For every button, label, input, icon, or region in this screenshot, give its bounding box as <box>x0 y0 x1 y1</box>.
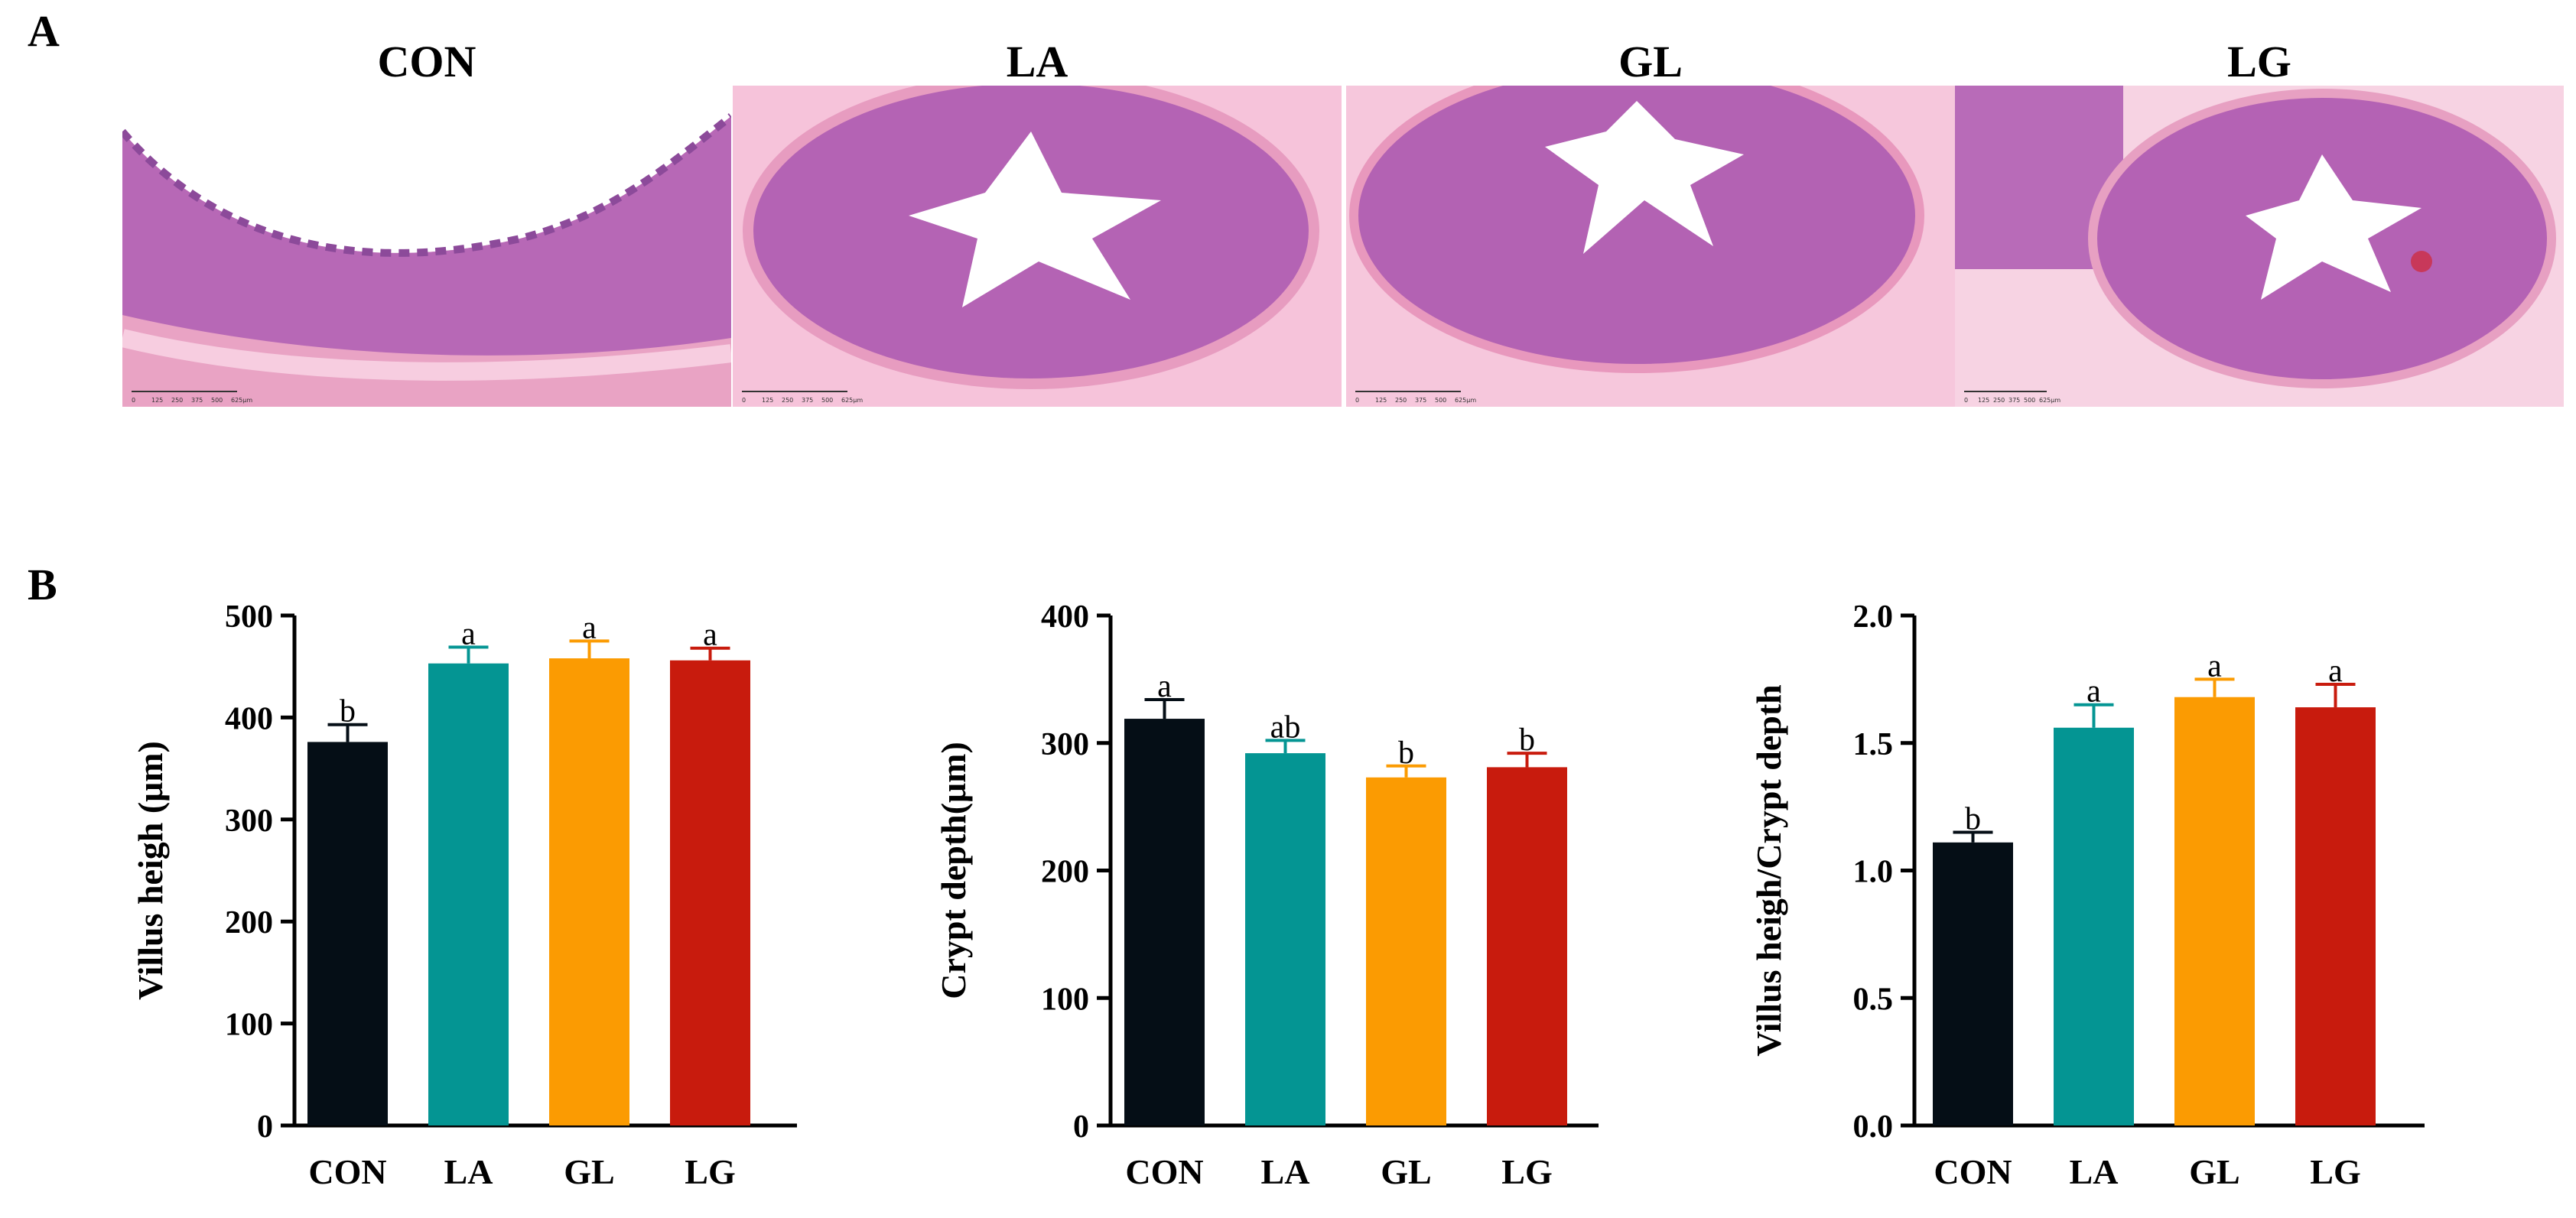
micrograph-gl: 0 125 250 375 500 625μm <box>1346 86 1955 407</box>
svg-text:125: 125 <box>1375 397 1387 404</box>
chart2-x-tick-label-gl: GL <box>1381 1152 1431 1191</box>
svg-text:375: 375 <box>802 397 813 404</box>
chart3-bar-la <box>2054 727 2134 1125</box>
svg-text:500: 500 <box>211 397 223 404</box>
chart1-y-axis-label: Villus heigh (μm) <box>131 741 170 1000</box>
chart1-significance-la: a <box>461 616 476 651</box>
chart2-x-tick-label-con: CON <box>1125 1152 1203 1191</box>
micrograph-title-la: LA <box>1006 37 1068 86</box>
svg-text:250: 250 <box>1993 397 2005 404</box>
micrograph-image-gl: 0 125 250 375 500 625μm <box>1346 86 1955 407</box>
chart1-y-tick-label: 200 <box>225 905 273 940</box>
svg-text:250: 250 <box>1395 397 1407 404</box>
svg-text:250: 250 <box>171 397 183 404</box>
chart1-x-tick-label-lg: LG <box>685 1152 735 1191</box>
svg-text:0: 0 <box>1964 397 1968 404</box>
chart2-bar-lg <box>1487 767 1567 1125</box>
svg-text:0: 0 <box>1355 397 1359 404</box>
chart2-bar-la <box>1245 753 1325 1125</box>
scale-bar: 0 125 250 375 500 625μm <box>132 391 252 404</box>
svg-text:375: 375 <box>2008 397 2020 404</box>
chart2-y-tick-label: 0 <box>1073 1109 1089 1145</box>
chart3-x-tick-label-lg: LG <box>2310 1152 2360 1191</box>
chart1-y-tick-label: 500 <box>225 599 273 635</box>
chart2-significance-gl: b <box>1398 736 1414 771</box>
chart3-significance-lg: a <box>2328 654 2343 689</box>
chart3-y-axis-label: Villus heigh/Crypt depth <box>1749 684 1788 1057</box>
svg-text:625μm: 625μm <box>1455 397 1476 404</box>
svg-text:625μm: 625μm <box>2039 397 2060 404</box>
chart3-y-tick-label: 1.5 <box>1853 727 1894 762</box>
svg-text:125: 125 <box>1978 397 1989 404</box>
micrograph-title-gl: GL <box>1618 37 1683 86</box>
chart1-x-tick-label-con: CON <box>308 1152 386 1191</box>
svg-text:375: 375 <box>1415 397 1426 404</box>
svg-text:250: 250 <box>782 397 793 404</box>
scale-bar: 0 125 250 375 500 625μm <box>1964 391 2060 404</box>
scale-bar: 0 125 250 375 500 625μm <box>1355 391 1476 404</box>
chart1-significance-con: b <box>340 694 356 729</box>
chart3-x-tick-label-la: LA <box>2070 1152 2119 1191</box>
micrograph-image-con: 0 125 250 375 500 625μm <box>122 86 731 407</box>
scale-bar: 0 125 250 375 500 625μm <box>742 391 863 404</box>
chart2-y-tick-label: 100 <box>1041 982 1089 1017</box>
chart1-bar-la <box>428 663 509 1125</box>
micrograph-title-con: CON <box>377 37 476 86</box>
chart1-y-tick-label: 400 <box>225 701 273 736</box>
svg-text:625μm: 625μm <box>841 397 863 404</box>
panel-label-b: B <box>28 560 57 609</box>
chart2-y-axis-label: Crypt depth(μm) <box>934 742 973 999</box>
svg-text:125: 125 <box>151 397 163 404</box>
chart1-x-tick-label-la: LA <box>444 1152 493 1191</box>
micrograph-title-lg: LG <box>2227 37 2291 86</box>
svg-text:500: 500 <box>2024 397 2035 404</box>
svg-text:375: 375 <box>191 397 203 404</box>
chart1-y-tick-label: 0 <box>257 1109 273 1145</box>
chart2-significance-la: ab <box>1270 710 1301 745</box>
micrograph-lg: 0 125 250 375 500 625μm <box>1955 86 2564 407</box>
panel-label-a: A <box>28 6 60 56</box>
chart3-x-tick-label-con: CON <box>1934 1152 2012 1191</box>
chart2-bar-gl <box>1366 777 1446 1125</box>
svg-text:0: 0 <box>132 397 135 404</box>
chart1-significance-gl: a <box>582 610 597 645</box>
chart1-y-tick-label: 100 <box>225 1008 273 1043</box>
micrograph-image-la: 0 125 250 375 500 625μm <box>733 86 1342 407</box>
chart3-y-tick-label: 0.5 <box>1853 982 1894 1017</box>
svg-text:0: 0 <box>742 397 746 404</box>
chart3-significance-gl: a <box>2207 648 2222 684</box>
chart1-x-tick-label-gl: GL <box>564 1152 614 1191</box>
chart1-bar-gl <box>549 658 629 1125</box>
chart2-bar-con <box>1124 719 1205 1125</box>
chart2-y-tick-label: 300 <box>1041 727 1089 762</box>
svg-text:500: 500 <box>821 397 833 404</box>
chart2-significance-con: a <box>1157 669 1172 704</box>
chart2-y-tick-label: 200 <box>1041 855 1089 890</box>
chart2-x-tick-label-lg: LG <box>1501 1152 1552 1191</box>
chart3-y-tick-label: 0.0 <box>1853 1109 1894 1145</box>
micrograph-la: 0 125 250 375 500 625μm <box>733 86 1342 407</box>
chart3-significance-la: a <box>2086 674 2101 710</box>
chart3-x-tick-label-gl: GL <box>2189 1152 2239 1191</box>
chart2-x-tick-label-la: LA <box>1261 1152 1310 1191</box>
micrograph-con: 0 125 250 375 500 625μm <box>122 86 731 407</box>
svg-text:625μm: 625μm <box>231 397 252 404</box>
chart3-bar-gl <box>2174 697 2255 1125</box>
chart2-y-tick-label: 400 <box>1041 599 1089 635</box>
chart3-significance-con: b <box>1965 801 1981 836</box>
chart3-y-tick-label: 1.0 <box>1853 855 1894 890</box>
chart1-significance-lg: a <box>703 618 717 653</box>
svg-text:125: 125 <box>762 397 773 404</box>
micrograph-image-lg: 0 125 250 375 500 625μm <box>1955 86 2564 407</box>
chart1-y-tick-label: 300 <box>225 804 273 839</box>
chart1-bar-con <box>307 742 388 1125</box>
chart3-y-tick-label: 2.0 <box>1853 599 1894 635</box>
chart2-significance-lg: b <box>1519 723 1535 758</box>
chart1-bar-lg <box>670 660 750 1125</box>
svg-text:500: 500 <box>1435 397 1446 404</box>
chart3-bar-lg <box>2295 707 2376 1125</box>
chart3-bar-con <box>1933 842 2013 1125</box>
